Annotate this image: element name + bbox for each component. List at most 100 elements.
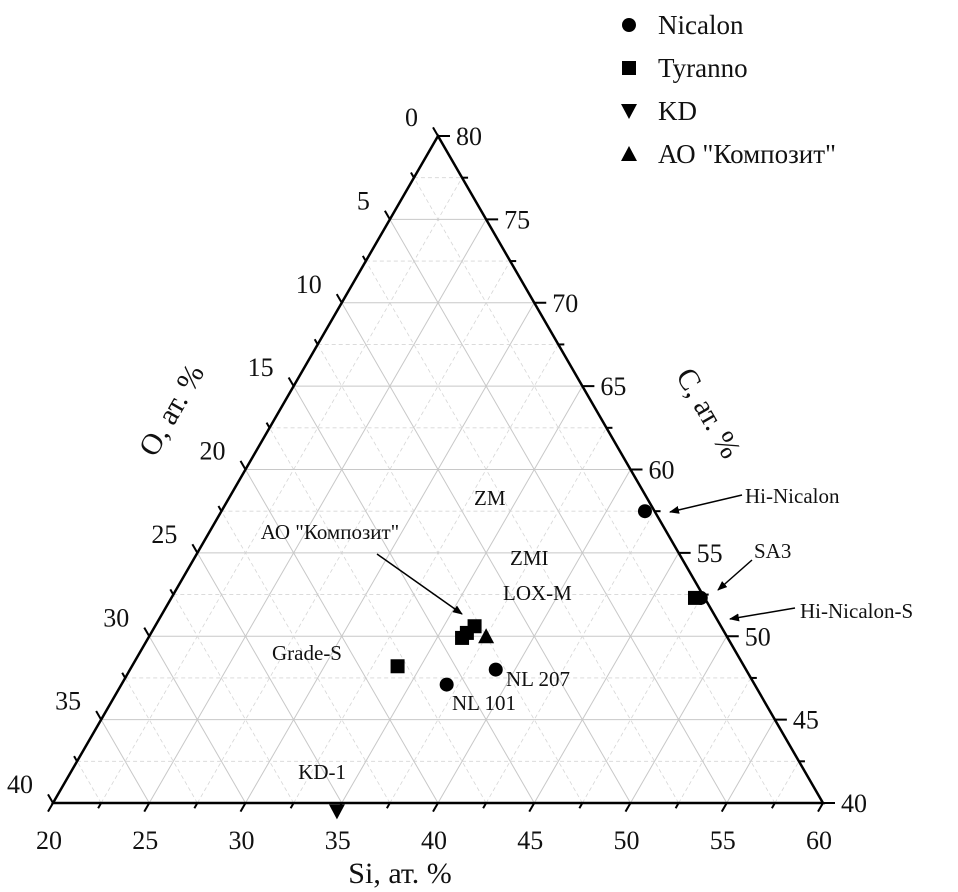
tick-mark-si: [817, 802, 824, 813]
tick-mark-si: [47, 802, 54, 813]
tick-mark-o: [217, 505, 223, 512]
tick-mark-o: [361, 255, 367, 262]
tick-mark-o: [95, 710, 102, 721]
grid-line-si: [485, 510, 655, 804]
grid-line-si: [389, 427, 607, 804]
label-arrow: [669, 494, 743, 514]
tick-mark-si: [432, 802, 439, 813]
legend-entry: АО "Композит": [658, 139, 836, 169]
data-point-nl-207: [488, 662, 503, 677]
tick-label-si: 45: [517, 826, 543, 855]
tick-mark-o: [73, 755, 78, 762]
tick-mark-si: [482, 802, 487, 809]
point-label: АО "Композит": [261, 520, 399, 544]
tick-label-c: 50: [745, 622, 771, 651]
point-label: SA3: [754, 539, 791, 563]
data-point-sa3: [687, 590, 702, 605]
point-label: NL 207: [506, 667, 570, 691]
data-point-hi-nicalon: [637, 504, 652, 519]
point-label: Hi-Nicalon-S: [800, 599, 913, 623]
grid-line-si: [341, 385, 583, 804]
grid-line-o: [317, 344, 583, 804]
grid-line-si: [726, 719, 776, 804]
grid-line-o: [148, 636, 246, 804]
tick-mark-si: [578, 802, 584, 809]
tick-mark-si: [143, 802, 151, 813]
point-layer: [328, 504, 708, 820]
label-arrow: [376, 553, 463, 615]
point-label: NL 101: [452, 691, 516, 715]
tick-mark-o: [384, 210, 391, 220]
tick-mark-o: [287, 376, 295, 387]
tick-mark-o: [47, 793, 54, 804]
tick-mark-si: [771, 802, 776, 809]
tick-label-c: 75: [504, 205, 530, 234]
legend-marker: [622, 61, 636, 75]
legend: Nicalon Tyranno KD АО "Композит": [621, 10, 836, 169]
grid-line-si: [678, 677, 752, 804]
grid-layer: [76, 177, 800, 804]
tick-mark-o: [239, 460, 247, 471]
grid-line-o: [196, 552, 343, 804]
tick-label-c: 55: [697, 539, 723, 568]
axis-title-bottom: Si, ат. %: [348, 857, 451, 890]
tick-label-si: 55: [710, 826, 736, 855]
grid-line-si: [774, 761, 800, 804]
grid-line-si: [197, 260, 511, 804]
tick-mark-si: [386, 802, 391, 809]
tick-label-o: 15: [248, 353, 274, 382]
tick-label-si: 30: [229, 826, 255, 855]
tick-label-o: 40: [7, 770, 33, 799]
grid-line-si: [533, 552, 680, 804]
tick-mark-o: [143, 627, 151, 637]
grid-line-o: [269, 427, 487, 804]
tick-label-si: 50: [614, 826, 640, 855]
grid-line-o: [76, 761, 102, 804]
tick-mark-o: [432, 126, 439, 137]
point-label: ZM: [474, 486, 506, 510]
tick-mark-o: [335, 293, 343, 304]
data-point-grade-s: [390, 659, 405, 674]
grid-line-o: [100, 719, 150, 804]
label-arrow: [717, 559, 753, 591]
grid-line-si: [582, 594, 704, 804]
data-point-nl-101: [439, 677, 454, 692]
point-label-layer: 20 25 30 35 40 45 50 55 60 40 45 50 55 60 65 70 75 80 0 5 10…: [7, 103, 913, 855]
tick-mark-o: [410, 171, 415, 179]
tick-mark-si: [97, 802, 102, 809]
point-label: KD-1: [298, 760, 346, 784]
grid-line-si: [437, 469, 631, 804]
tick-mark-si: [528, 802, 536, 813]
tick-label-o: 30: [103, 603, 129, 632]
tick-mark-si: [193, 802, 199, 809]
data-point-kd-1: [328, 804, 345, 820]
tick-mark-si: [624, 802, 632, 813]
grid-line-si: [293, 344, 559, 804]
point-label: Hi-Nicalon: [745, 484, 840, 508]
data-point-lox-m: [467, 619, 482, 634]
point-label: Grade-S: [272, 641, 342, 665]
tick-mark-si: [720, 802, 728, 813]
tick-label-c: 80: [456, 122, 482, 151]
tick-mark-si: [289, 802, 295, 809]
point-label: ZMI: [510, 546, 549, 570]
tick-label-si: 40: [421, 826, 447, 855]
tick-label-o: 5: [357, 186, 370, 215]
tick-layer: [47, 126, 835, 813]
tick-mark-si: [674, 802, 680, 809]
tick-label-si: 25: [132, 826, 158, 855]
tick-label-c: 65: [600, 372, 626, 401]
tick-label-c: 45: [793, 706, 819, 735]
tick-mark-o: [265, 422, 271, 429]
data-point-ао-композит: [478, 628, 495, 644]
grid-line-o: [413, 177, 776, 804]
legend-marker: [621, 104, 637, 119]
legend-entry: KD: [658, 96, 697, 126]
point-label: LOX-M: [503, 581, 572, 605]
legend-entry: Tyranno: [658, 53, 748, 83]
tick-label-c: 70: [552, 289, 578, 318]
tick-label-c: 60: [649, 456, 675, 485]
tick-mark-o: [191, 543, 199, 554]
grid-line-o: [124, 677, 198, 804]
